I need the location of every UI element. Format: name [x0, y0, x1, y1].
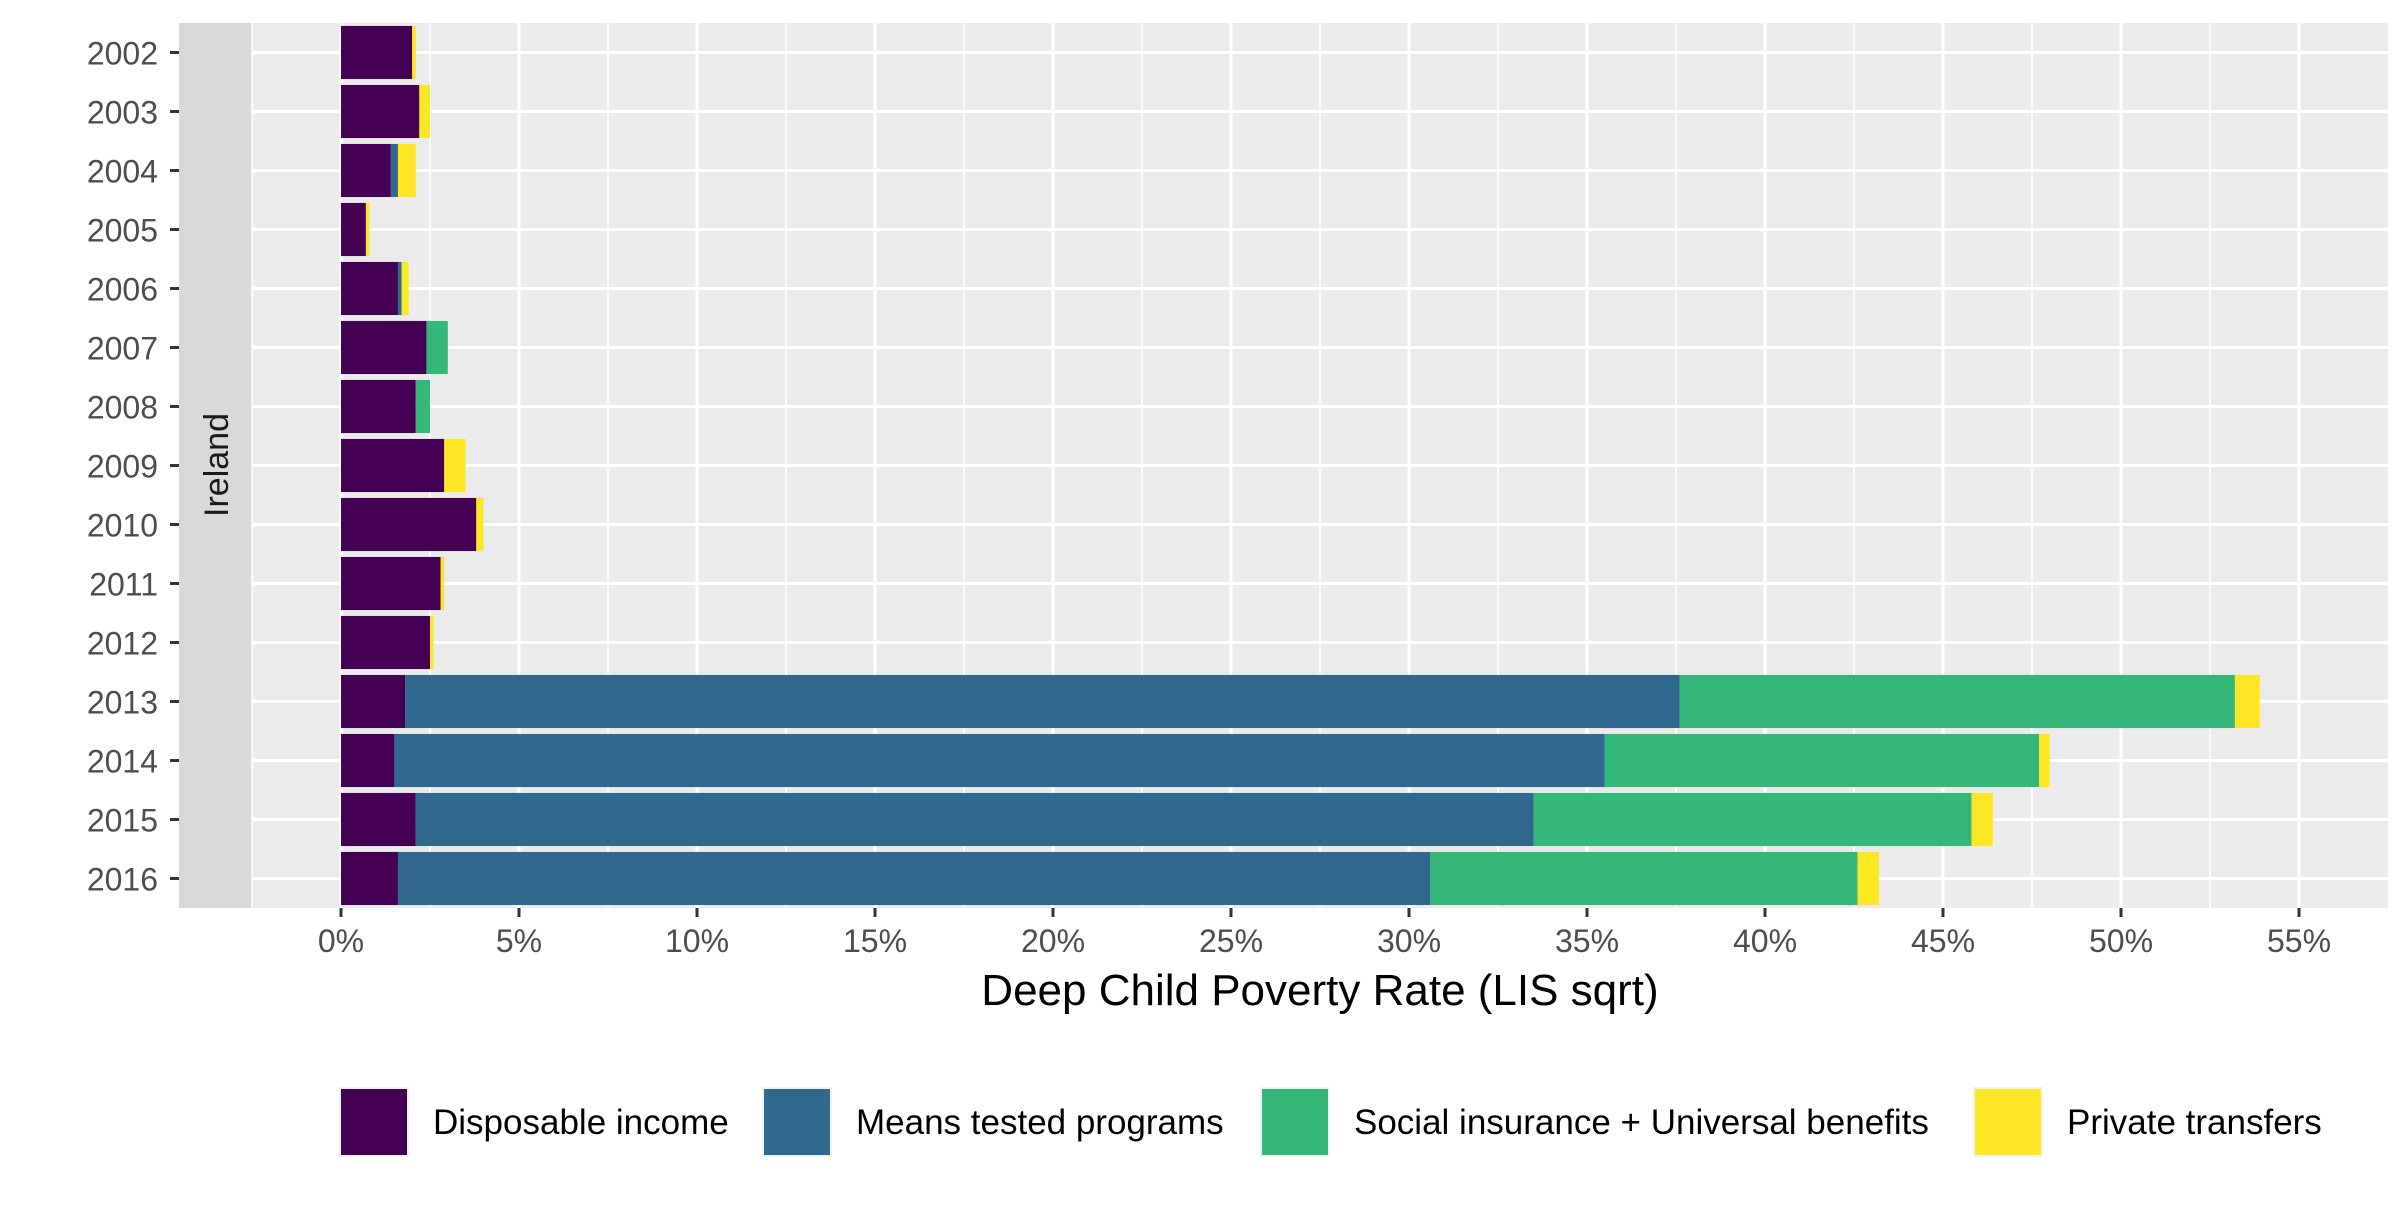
x-tick-label: 20%	[1021, 923, 1085, 959]
x-tick-label: 50%	[2089, 923, 2153, 959]
bar-segment	[1533, 792, 1972, 847]
bar-segment	[1679, 674, 2235, 729]
legend-key	[1262, 1089, 1328, 1155]
x-tick-label: 40%	[1733, 923, 1797, 959]
x-tick-label: 25%	[1199, 923, 1263, 959]
x-tick-label: 5%	[496, 923, 542, 959]
bar-segment	[1604, 733, 2040, 788]
legend-label: Private transfers	[2067, 1103, 2322, 1142]
bar-segment	[412, 25, 416, 80]
y-tick-label: 2010	[87, 508, 158, 544]
bar-segment	[341, 438, 445, 493]
y-tick-label: 2003	[87, 95, 158, 131]
bar-segment	[419, 84, 430, 139]
bar-segment	[440, 556, 445, 611]
bar-segment	[1430, 851, 1858, 906]
bars	[341, 25, 2260, 906]
bar-segment	[397, 851, 1431, 906]
bar-segment	[1857, 851, 1879, 906]
legend-label: Disposable income	[433, 1103, 729, 1142]
legend-key	[764, 1089, 830, 1155]
bar-segment	[2039, 733, 2050, 788]
y-tick-label: 2013	[87, 685, 158, 721]
bar-segment	[341, 379, 416, 434]
x-tick-label: 45%	[1911, 923, 1975, 959]
x-tick-label: 55%	[2267, 923, 2331, 959]
y-tick-label: 2007	[87, 331, 158, 367]
x-axis-title: Deep Child Poverty Rate (LIS sqrt)	[981, 966, 1658, 1015]
facet-strip	[179, 23, 252, 908]
y-tick-label: 2005	[87, 213, 158, 249]
bar-segment	[430, 615, 434, 670]
bar-segment	[341, 84, 420, 139]
bar-segment	[397, 261, 402, 316]
bar-segment	[341, 733, 395, 788]
y-axis: 2002 2003 2004 2005 2006 2007 2008 2009 2010 2011…	[87, 36, 179, 898]
bar-segment	[365, 202, 370, 257]
y-tick-label: 2009	[87, 449, 158, 485]
x-axis: 0% 5% 10% 15% 20% 25% 30% 35% 40% 45% 50% 55%	[318, 908, 2331, 959]
bar-segment	[415, 379, 430, 434]
legend: Disposable income Means tested programs So…	[339, 1087, 2322, 1157]
bar-segment	[341, 497, 477, 552]
bar-segment	[415, 792, 1534, 847]
x-tick-label: 15%	[843, 923, 907, 959]
bar-segment	[426, 320, 448, 375]
x-tick-label: 30%	[1377, 923, 1441, 959]
y-tick-label: 2015	[87, 803, 158, 839]
bar-segment	[476, 497, 484, 552]
bar-segment	[397, 143, 416, 198]
bar-segment	[390, 143, 398, 198]
bar-segment	[341, 202, 366, 257]
bar-segment	[341, 851, 398, 906]
bar-segment	[341, 674, 406, 729]
y-tick-label: 2012	[87, 626, 158, 662]
bar-segment	[2234, 674, 2260, 729]
y-tick-label: 2016	[87, 862, 158, 898]
legend-label: Means tested programs	[856, 1103, 1224, 1142]
legend-key	[341, 1089, 407, 1155]
y-tick-label: 2004	[87, 154, 158, 190]
y-tick-label: 2008	[87, 390, 158, 426]
bar-segment	[341, 143, 391, 198]
y-tick-label: 2011	[89, 567, 158, 603]
y-tick-label: 2002	[87, 36, 158, 72]
legend-label: Social insurance + Universal benefits	[1354, 1103, 1929, 1142]
bar-segment	[341, 320, 427, 375]
y-tick-label: 2006	[87, 272, 158, 308]
bar-segment	[341, 556, 441, 611]
x-tick-label: 35%	[1555, 923, 1619, 959]
bar-segment	[405, 674, 1680, 729]
bar-segment	[341, 792, 416, 847]
bar-segment	[401, 261, 409, 316]
x-tick-label: 10%	[665, 923, 729, 959]
bar-segment	[1971, 792, 1993, 847]
legend-key	[1975, 1089, 2041, 1155]
facet-label: Ireland	[198, 413, 236, 517]
bar-segment	[341, 25, 413, 80]
bar-segment	[394, 733, 1605, 788]
bar-segment	[341, 615, 430, 670]
x-tick-label: 0%	[318, 923, 364, 959]
y-tick-label: 2014	[87, 744, 158, 780]
bar-segment	[341, 261, 398, 316]
bar-segment	[444, 438, 466, 493]
